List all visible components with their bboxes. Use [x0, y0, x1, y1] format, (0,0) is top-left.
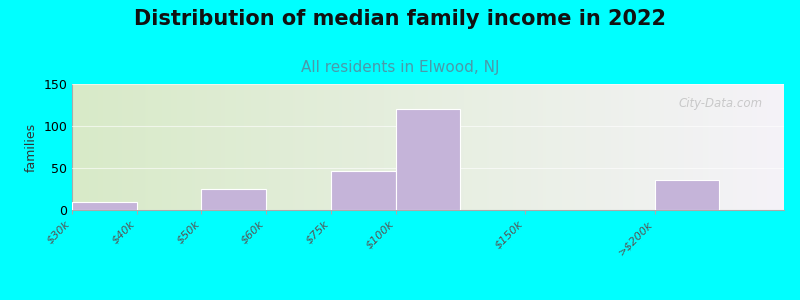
Text: Distribution of median family income in 2022: Distribution of median family income in … [134, 9, 666, 29]
Bar [72, 202, 137, 210]
Bar [202, 189, 266, 210]
Text: All residents in Elwood, NJ: All residents in Elwood, NJ [301, 60, 499, 75]
Bar [331, 171, 396, 210]
Text: City-Data.com: City-Data.com [678, 97, 762, 110]
Bar [654, 180, 719, 210]
Bar [396, 109, 460, 210]
Y-axis label: families: families [25, 122, 38, 172]
